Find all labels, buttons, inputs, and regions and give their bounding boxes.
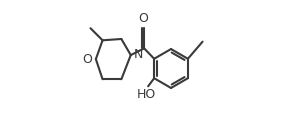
Text: O: O bbox=[139, 12, 149, 25]
Text: N: N bbox=[134, 48, 143, 61]
Text: O: O bbox=[82, 53, 92, 66]
Text: HO: HO bbox=[137, 88, 156, 101]
